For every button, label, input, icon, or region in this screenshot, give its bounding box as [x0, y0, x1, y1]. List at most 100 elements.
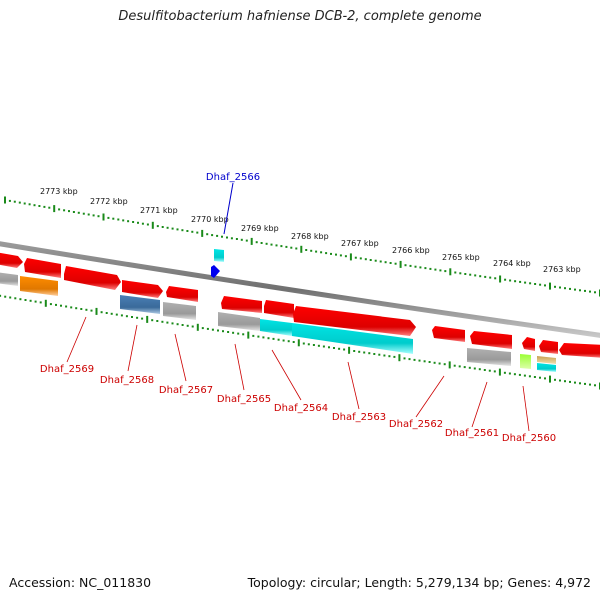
cyan-track[interactable]	[214, 249, 224, 262]
ruler-dot	[75, 307, 78, 310]
ruler-dot	[211, 234, 214, 237]
gene-arrow[interactable]	[522, 337, 535, 351]
ruler-dot	[131, 316, 133, 318]
ruler-major-tick	[398, 354, 401, 362]
ruler-major-tick	[297, 339, 300, 347]
ruler-dot	[127, 220, 130, 223]
ruler-major-tick	[151, 221, 154, 229]
cyan-track[interactable]	[537, 363, 556, 372]
gene-arrow[interactable]	[166, 286, 198, 302]
ruler-dot	[315, 250, 318, 253]
ruler-dot	[28, 203, 31, 206]
gene-arrow[interactable]	[432, 326, 465, 342]
ruler-dot	[181, 229, 184, 232]
gene-arrow[interactable]	[122, 280, 163, 298]
ruler-dot	[87, 213, 90, 216]
ruler-dot	[403, 357, 406, 360]
gene-arrow[interactable]	[64, 266, 121, 290]
category-tracks	[0, 272, 556, 372]
gene-label[interactable]: Dhaf_2569	[40, 364, 94, 375]
gene-arrow[interactable]	[539, 340, 558, 354]
gene-label[interactable]: Dhaf_2565	[217, 394, 271, 405]
gene-arrow[interactable]	[221, 296, 262, 313]
ruler-dot	[237, 332, 240, 335]
ruler-dot	[19, 298, 22, 301]
cyan-track[interactable]	[260, 319, 292, 336]
ruler-dot	[589, 290, 591, 293]
ruler-dot	[151, 319, 154, 322]
ruler-dot	[489, 276, 492, 279]
ruler-dot	[222, 330, 224, 333]
green-track[interactable]	[520, 354, 531, 369]
ruler-dot	[161, 320, 164, 323]
ruler-dot	[464, 273, 467, 275]
ruler-dot	[359, 257, 362, 260]
gene-label[interactable]: Dhaf_2561	[445, 428, 499, 439]
ruler-dot	[424, 267, 427, 270]
ruler-dot	[70, 306, 73, 309]
ruler-dot	[559, 379, 561, 382]
gene-arrow[interactable]	[264, 300, 294, 318]
ruler-dot	[544, 284, 546, 287]
gene-arrow[interactable]	[293, 306, 416, 336]
ruler-dot	[419, 266, 422, 269]
ruler-dot	[242, 333, 245, 336]
ruler-dot	[68, 210, 70, 213]
ruler-dot	[379, 260, 382, 263]
gene-label[interactable]: Dhaf_2567	[159, 385, 213, 396]
blue-gene-arrow[interactable]	[211, 265, 220, 278]
ruler-dot	[574, 288, 576, 291]
ruler-dot	[166, 321, 169, 324]
ruler-major-tick	[449, 268, 452, 276]
highlight-gene-label[interactable]: Dhaf_2566	[206, 172, 260, 183]
ruler-dot	[235, 238, 238, 240]
gene-label[interactable]: Dhaf_2563	[332, 412, 386, 423]
gene-arrow[interactable]	[24, 258, 61, 278]
ruler-dot	[533, 376, 536, 378]
accession-text: Accession: NC_011830	[9, 575, 152, 590]
ruler-major-tick	[448, 361, 451, 369]
ruler-dot	[469, 273, 472, 276]
ruler-dot	[260, 242, 263, 244]
ruler-dot	[217, 329, 219, 332]
ruler-dot	[186, 230, 189, 232]
ruler-dot	[453, 364, 456, 367]
orange-track[interactable]	[20, 276, 58, 296]
ruler-dot	[206, 233, 209, 236]
gene-arrow[interactable]	[470, 331, 512, 349]
ruler-dot	[282, 339, 285, 342]
grey-track[interactable]	[163, 302, 196, 320]
ruler-dot	[196, 231, 199, 234]
ruler-major-tick	[300, 245, 303, 253]
gene-label[interactable]: Dhaf_2568	[100, 375, 154, 386]
ruler-dot	[339, 254, 342, 257]
ruler-dot	[358, 350, 361, 353]
ruler-dot	[503, 371, 506, 374]
ruler-major-tick	[95, 307, 98, 315]
ruler-dot	[439, 269, 442, 272]
ruler-dot	[112, 217, 115, 220]
steelblue-track[interactable]	[120, 295, 160, 314]
cyan-track[interactable]	[292, 323, 413, 354]
gene-label[interactable]: Dhaf_2562	[389, 419, 443, 430]
grey-track[interactable]	[218, 312, 260, 331]
ruler-dot	[483, 369, 486, 371]
ruler-dot	[438, 362, 441, 365]
tan-track[interactable]	[537, 356, 556, 364]
gene-arrow[interactable]	[559, 343, 600, 358]
gene-label[interactable]: Dhaf_2560	[502, 433, 556, 444]
gene-label[interactable]: Dhaf_2564	[274, 403, 328, 414]
grey-track[interactable]	[467, 348, 511, 366]
ruler-dot	[305, 249, 308, 251]
gene-arrow[interactable]	[0, 252, 23, 268]
ruler-dot	[100, 311, 103, 314]
ruler-dot	[559, 286, 561, 289]
ruler-major-tick	[549, 375, 551, 383]
ruler-dot	[364, 258, 367, 261]
ruler-major-tick	[4, 196, 6, 204]
ruler-dot	[344, 255, 347, 258]
ruler-major-tick	[348, 346, 351, 354]
ruler-dot	[232, 331, 235, 334]
ruler-dot	[201, 327, 204, 330]
grey-track[interactable]	[0, 272, 18, 286]
